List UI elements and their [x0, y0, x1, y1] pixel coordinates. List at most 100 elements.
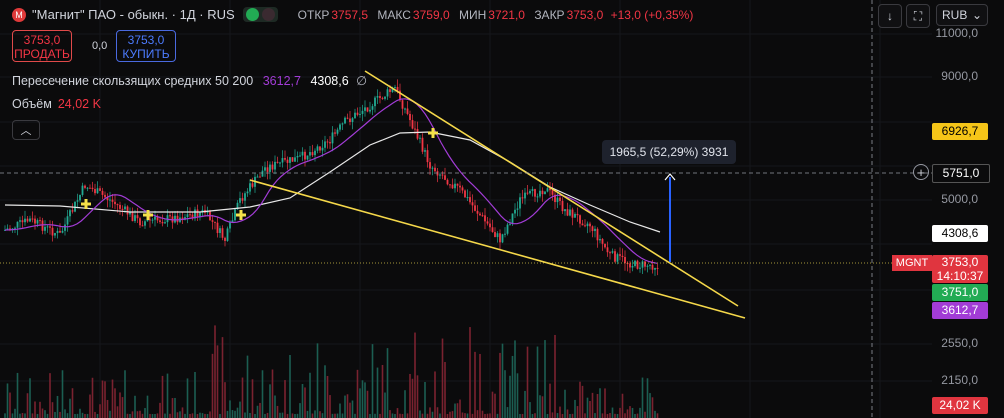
indicator-legend[interactable]: Пересечение скользящих средних 50 200 36…	[12, 73, 367, 88]
volume-bar	[426, 413, 429, 418]
candle-body	[604, 243, 606, 248]
volume-bar	[639, 407, 641, 418]
candle-body	[581, 223, 584, 226]
candle-body	[146, 219, 149, 222]
volume-bar	[256, 405, 259, 418]
volume-bar	[429, 407, 431, 418]
indicator-name: Пересечение скользящих средних 50 200	[12, 74, 254, 88]
candle-body	[516, 208, 519, 210]
fullscreen-button[interactable]: ⛶	[906, 4, 930, 28]
volume-bar	[459, 399, 461, 418]
volume-bar	[284, 380, 286, 418]
download-button[interactable]: ↓	[878, 4, 902, 28]
last-price-tag: 3753,0 14:10:37	[932, 255, 988, 283]
candle-body	[181, 217, 184, 220]
candle-body	[114, 201, 116, 205]
volume-bar	[424, 381, 426, 418]
candle-body	[379, 96, 381, 98]
candle-body	[569, 209, 571, 216]
candle-body	[196, 209, 199, 217]
ma200-value: 4308,6	[310, 74, 349, 88]
candle-body	[609, 252, 611, 254]
price-tag: 4308,6	[932, 225, 988, 242]
collapse-legend-button[interactable]: ︿	[12, 120, 40, 140]
volume-bar	[406, 413, 409, 418]
candle-body	[484, 215, 486, 222]
volume-bar	[364, 382, 366, 418]
volume-bar	[311, 413, 314, 418]
candle-body	[89, 187, 91, 189]
volume-bar	[19, 413, 21, 418]
candle-body	[216, 222, 219, 233]
volume-bar	[69, 398, 71, 418]
candle-body	[574, 213, 576, 218]
volume-bar	[329, 395, 331, 418]
candle-body	[614, 251, 616, 262]
volume-bar	[261, 370, 264, 418]
ma200-line	[4, 131, 661, 233]
candle-body	[164, 222, 166, 224]
price-axis-label: 2550,0	[941, 336, 978, 350]
ticker-tag: MGNT	[892, 255, 932, 271]
candle-body	[211, 220, 214, 222]
volume-legend[interactable]: Объём 24,02 K	[12, 97, 101, 111]
volume-bar	[104, 381, 106, 418]
volume-bar	[361, 380, 364, 418]
volume-bar	[316, 343, 319, 418]
volume-bar	[29, 378, 31, 418]
volume-bar	[31, 413, 34, 418]
volume-bar	[624, 413, 626, 418]
status-toggle[interactable]	[242, 7, 278, 22]
currency-select[interactable]: RUB ⌄	[936, 4, 988, 26]
candle-body	[294, 157, 296, 162]
candle-body	[364, 107, 366, 111]
sell-button[interactable]: 3753,0 ПРОДАТЬ	[12, 30, 72, 62]
candle-body	[276, 161, 279, 163]
add-alert-button[interactable]: +	[913, 164, 929, 180]
volume-bar	[176, 412, 179, 418]
volume-bar	[149, 413, 151, 418]
volume-bar	[41, 408, 44, 418]
volume-bar	[451, 411, 454, 418]
volume-bar	[264, 413, 266, 418]
volume-bar	[454, 403, 456, 418]
volume-bar	[81, 412, 84, 418]
volume-bar	[54, 411, 56, 418]
candle-body	[116, 204, 119, 206]
volume-bar	[26, 393, 29, 418]
high-label: МАКС	[377, 7, 411, 22]
candle-body	[359, 113, 361, 115]
volume-bar	[359, 388, 361, 418]
candle-body	[81, 185, 84, 195]
volume-bar	[509, 375, 511, 418]
volume-bar	[76, 413, 79, 418]
candle-body	[526, 192, 529, 194]
ma50-line	[4, 98, 658, 264]
candle-body	[481, 215, 484, 217]
magnit-logo-icon: M	[12, 7, 26, 22]
candle-body	[304, 151, 306, 160]
candle-body	[224, 237, 226, 241]
buy-button[interactable]: 3753,0 КУПИТЬ	[116, 30, 176, 62]
volume-bar	[579, 381, 581, 418]
symbol-title[interactable]: "Магнит" ПАО - обыкн. · 1Д · RUS	[32, 7, 235, 22]
price-axis-label: 9000,0	[941, 69, 978, 83]
candle-body	[596, 228, 599, 241]
volume-bar	[356, 369, 359, 418]
volume-bar	[199, 412, 201, 418]
volume-bar	[609, 413, 611, 418]
volume-bar	[381, 364, 384, 418]
volume-bar	[626, 409, 629, 418]
candle-body	[134, 215, 136, 222]
price-tag: 6926,7	[932, 123, 988, 140]
volume-bar	[94, 411, 96, 418]
volume-bar	[74, 413, 76, 418]
candlesticks	[4, 79, 659, 276]
volume-bar	[589, 401, 591, 418]
candle-body	[186, 214, 189, 218]
volume-bar	[56, 395, 59, 418]
chevron-up-icon: ︿	[20, 125, 32, 137]
volume-bar	[179, 411, 181, 418]
wave-icon	[261, 8, 275, 21]
